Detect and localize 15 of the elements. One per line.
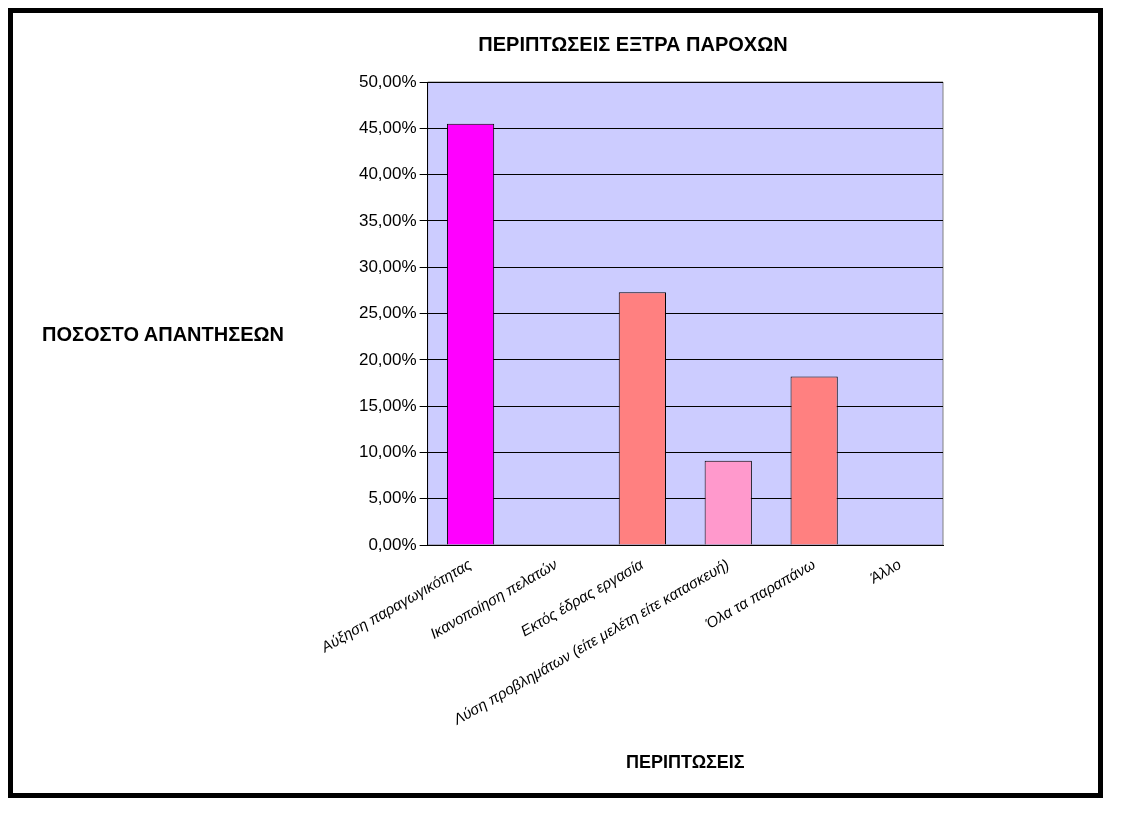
x-axis-title: ΠΕΡΙΠΤΩΣΕΙΣ <box>625 752 745 773</box>
y-tick-label: 50,00% <box>358 71 417 91</box>
y-tick-label: 20,00% <box>358 349 417 369</box>
y-tick-label: 45,00% <box>358 117 417 137</box>
y-tick-label: 0,00% <box>368 534 417 554</box>
y-tick-label: 5,00% <box>368 488 417 508</box>
x-tick-label: Άλλο <box>865 555 904 587</box>
y-tick-label: 35,00% <box>358 210 417 230</box>
y-tick-label: 40,00% <box>358 164 417 184</box>
y-tick-label: 25,00% <box>358 303 417 323</box>
chart-title: ΠΕΡΙΠΤΩΣΕΙΣ ΕΞΤΡΑ ΠΑΡΟΧΩΝ <box>478 32 788 55</box>
y-tick-label: 10,00% <box>358 442 417 462</box>
y-axis-title: ΠΟΣΟΣΤΟ ΑΠΑΝΤΗΣΕΩΝ <box>40 322 285 346</box>
y-tick-label: 30,00% <box>358 256 417 276</box>
y-tick-label: 15,00% <box>358 395 417 415</box>
